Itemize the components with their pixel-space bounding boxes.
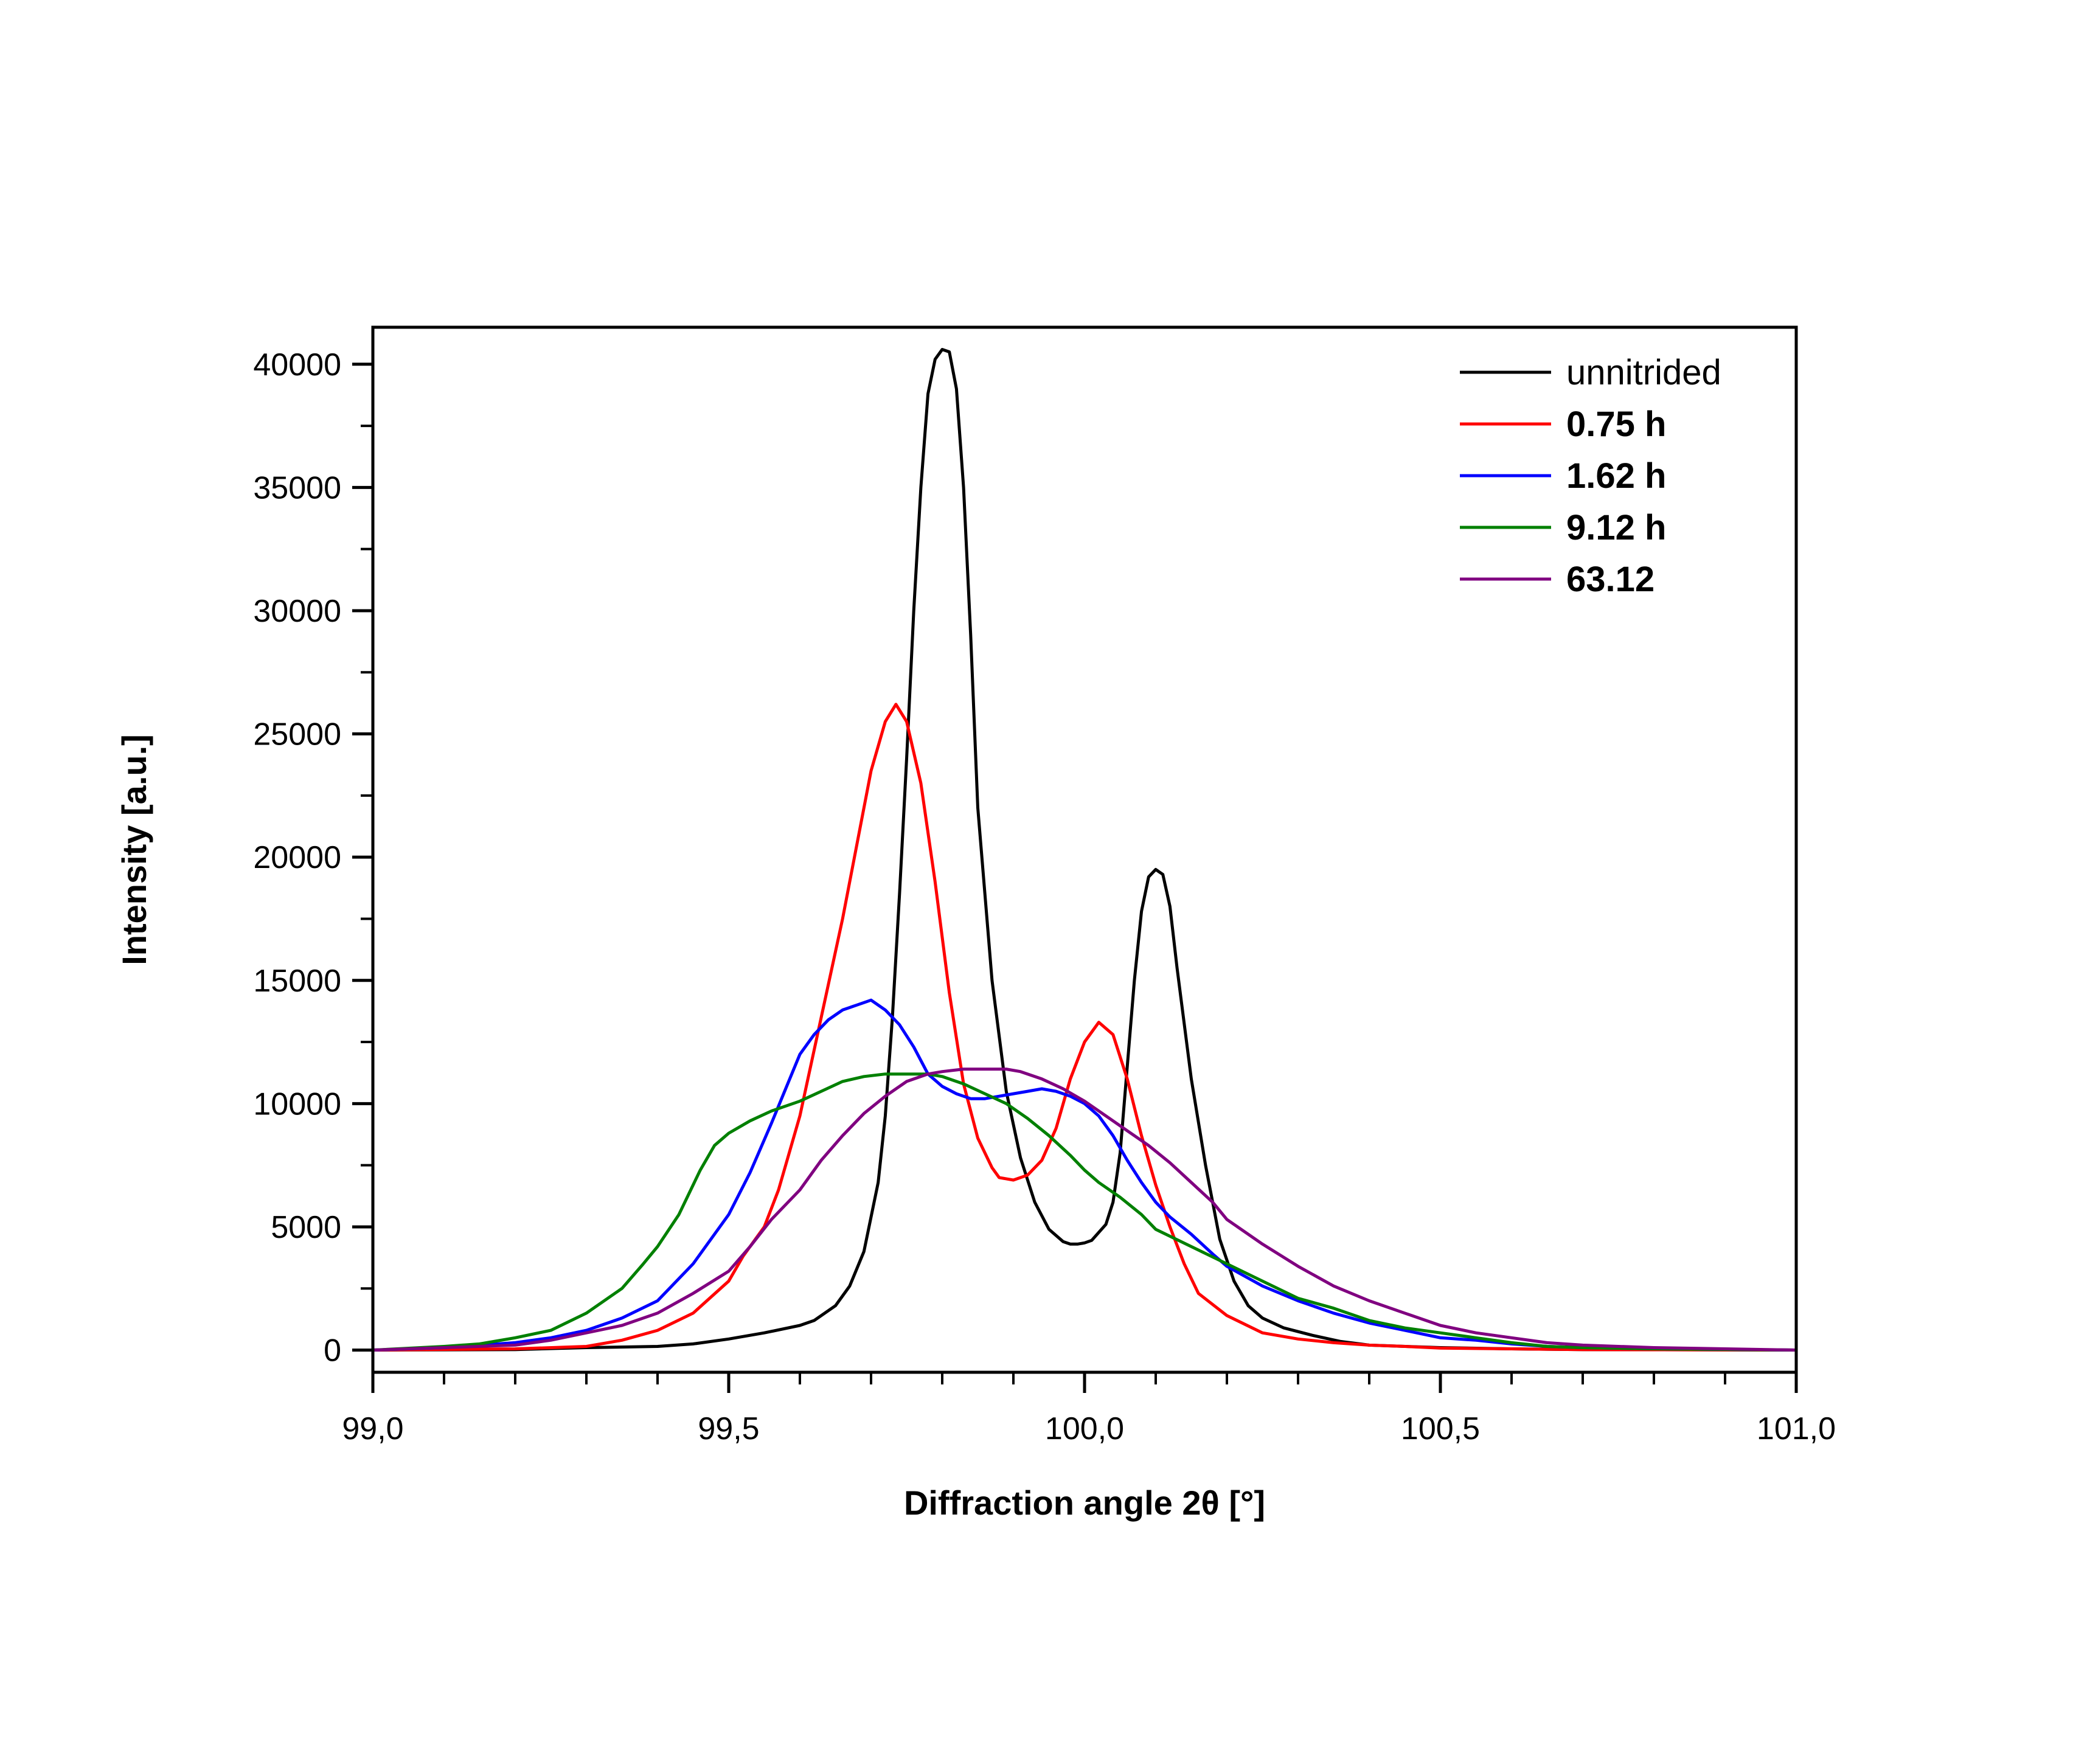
axis-tick-labels: 99,0 99,5 100,0 100,5 101,0 0 5000 10000 15000 20… [253, 347, 1836, 1446]
x-tick-label: 101,0 [1757, 1411, 1836, 1446]
y-tick-label: 0 [324, 1333, 341, 1369]
axis-ticks [352, 363, 1798, 1393]
y-tick-label: 40000 [253, 347, 341, 383]
y-tick-label: 20000 [253, 840, 341, 875]
y-tick-label: 35000 [253, 470, 341, 505]
series-line-3 [373, 1072, 1796, 1352]
series-line-0 [373, 348, 1796, 1352]
y-tick-label: 25000 [253, 717, 341, 752]
y-tick-label: 10000 [253, 1086, 341, 1122]
y-tick-label: 30000 [253, 594, 341, 629]
legend-label-0: unnitrided [1566, 353, 1721, 392]
x-tick-label: 99,0 [342, 1411, 403, 1446]
series-line-4 [373, 1068, 1796, 1352]
legend-label-4: 63.12 [1566, 560, 1655, 599]
series-line-2 [373, 998, 1796, 1352]
y-tick-label: 5000 [271, 1210, 341, 1245]
x-tick-label: 99,5 [698, 1411, 759, 1446]
series-layer [373, 348, 1796, 1352]
x-tick-label: 100,5 [1401, 1411, 1480, 1446]
x-tick-label: 100,0 [1045, 1411, 1124, 1446]
series-line-1 [373, 703, 1796, 1352]
y-axis-label: Intensity [a.u.] [115, 734, 153, 965]
legend-label-3: 9.12 h [1566, 508, 1666, 547]
legend-label-1: 0.75 h [1566, 405, 1666, 444]
legend-label-2: 1.62 h [1566, 456, 1666, 496]
y-tick-label: 15000 [253, 964, 341, 999]
x-axis-label: Diffraction angle 2θ [°] [904, 1484, 1265, 1522]
legend: unnitrided 0.75 h 1.62 h 9.12 h 63.12 [1460, 353, 1721, 599]
